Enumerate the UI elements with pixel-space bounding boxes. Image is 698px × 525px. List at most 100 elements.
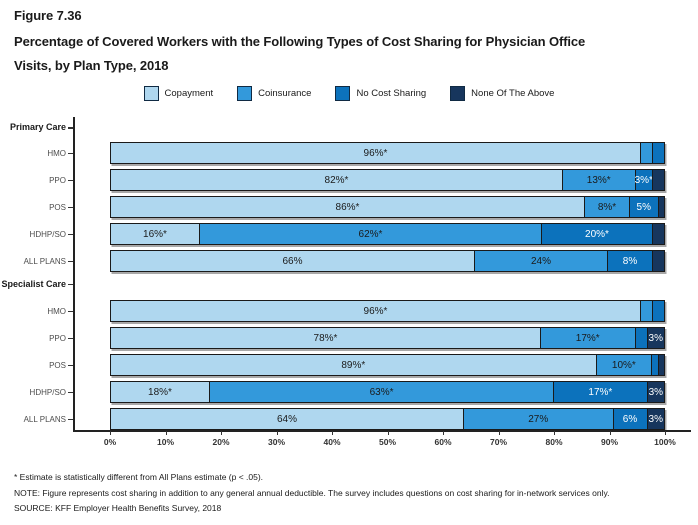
bar-value-label: 10%* <box>611 359 636 371</box>
bar-value-label: 20%* <box>585 228 609 240</box>
bar-segment-no-cost-sharing: 17%* <box>553 382 647 402</box>
y-axis-tick <box>68 337 74 339</box>
y-axis-tick <box>68 283 74 285</box>
x-axis-tick <box>110 431 111 435</box>
legend-item-coinsurance: Coinsurance <box>237 86 311 101</box>
bar-value-label: 16%* <box>143 228 167 240</box>
footnotes: * Estimate is statistically different fr… <box>0 470 698 517</box>
y-axis-tick <box>68 418 74 420</box>
x-axis-tick-label: 80% <box>545 437 563 447</box>
bar-segment-coinsurance <box>639 143 652 163</box>
bar-value-label: 78%* <box>313 332 338 344</box>
bar-value-label: 66% <box>282 255 303 267</box>
bar-segment-no-cost-sharing <box>651 355 658 375</box>
bar-row: HDHP/SO 18%* 63%* 17%* 3% <box>0 376 698 403</box>
stacked-bar: 66% 24% 8% <box>110 250 665 272</box>
plan-label: PPO <box>49 334 66 343</box>
bar-segment-copayment: 64% <box>111 409 463 429</box>
bar-segment-no-cost-sharing: 8% <box>607 251 652 271</box>
figure-number-label: Figure 7.36 <box>14 8 82 23</box>
x-axis-tick-label: 30% <box>267 437 286 447</box>
plan-label: ALL PLANS <box>23 415 66 424</box>
bar-value-label: 63%* <box>369 386 394 398</box>
legend-item-copayment: Copayment <box>143 86 213 101</box>
bar-value-label: 3%* <box>634 174 653 186</box>
bar-value-label: 86%* <box>335 201 360 213</box>
bar-segment-coinsurance: 10%* <box>595 355 652 375</box>
bar-segment-copayment: 89%* <box>111 355 596 375</box>
bar-segment-copayment: 16%* <box>111 224 199 244</box>
bar-value-label: 3% <box>648 332 663 344</box>
footnote-estimate: * Estimate is statistically different fr… <box>14 472 264 482</box>
section-label: Specialist Care <box>1 278 66 289</box>
section-row: Specialist Care <box>0 272 698 295</box>
plan-label: POS <box>49 361 66 370</box>
bar-segment-coinsurance: 13%* <box>562 170 635 190</box>
stacked-bar: 96%* <box>110 142 665 164</box>
bar-value-label: 96%* <box>363 305 388 317</box>
section-label: Primary Care <box>9 122 66 132</box>
x-axis: 0% 10% 20% 30% 40% 50% 60% 70% 80% 90% 100% <box>0 430 698 452</box>
bar-segment-coinsurance: 62%* <box>199 224 541 244</box>
bar-segment-coinsurance: 63%* <box>209 382 554 402</box>
y-axis-tick <box>68 233 74 235</box>
plan-label: HMO <box>47 307 66 316</box>
bar-segment-none-of-the-above: 3% <box>646 409 664 429</box>
stacked-bar: 89%* 10%* <box>110 354 665 376</box>
bar-segment-copayment: 96%* <box>111 143 640 163</box>
section-row: Primary Care <box>0 117 698 137</box>
bar-segment-copayment: 66% <box>111 251 474 271</box>
x-axis-tick-label: 40% <box>323 437 341 447</box>
stacked-bar: 96%* <box>110 300 665 322</box>
bar-segment-coinsurance: 24% <box>474 251 607 271</box>
bar-row: PPO 78%* 17%* 3% <box>0 322 698 349</box>
bar-segment-no-cost-sharing: 5% <box>629 197 658 217</box>
header: Figure 7.36 Percentage of Covered Worker… <box>0 0 698 78</box>
y-axis-tick <box>68 364 74 366</box>
bar-value-label: 24% <box>530 255 551 267</box>
bar-segment-copayment: 96%* <box>111 301 640 321</box>
bar-segment-coinsurance: 17%* <box>540 328 635 348</box>
bar-value-label: 5% <box>636 201 651 213</box>
bar-segment-none-of-the-above <box>657 355 665 375</box>
bar-segment-none-of-the-above <box>652 224 664 244</box>
copayment-swatch <box>143 86 159 101</box>
bar-value-label: 17%* <box>588 386 613 398</box>
stacked-bar: 16%* 62%* 20%* <box>110 223 665 245</box>
x-axis-tick <box>165 431 167 435</box>
plan-label: POS <box>49 203 66 212</box>
bar-row: HMO 96%* <box>0 137 698 164</box>
bar-segment-no-cost-sharing: 3%* <box>634 170 653 190</box>
bar-segment-no-cost-sharing <box>651 143 664 163</box>
y-axis-tick <box>68 152 74 154</box>
bar-segment-copayment: 78%* <box>111 328 540 348</box>
x-axis-tick <box>554 431 555 435</box>
footnote-note: NOTE: Figure represents cost sharing in … <box>14 487 610 498</box>
stacked-bar: 78%* 17%* 3% <box>110 327 665 349</box>
bar-value-label: 13%* <box>586 174 611 186</box>
x-axis-tick-label: 50% <box>378 437 397 447</box>
bar-segment-coinsurance: 8%* <box>584 197 629 217</box>
y-axis-tick <box>68 206 74 208</box>
bar-segment-coinsurance: 27% <box>463 409 613 429</box>
y-axis-tick <box>68 179 74 181</box>
x-axis-tick <box>609 431 611 435</box>
bar-segment-no-cost-sharing: 6% <box>612 409 647 429</box>
x-axis-tick <box>221 431 222 435</box>
chart-title: Percentage of Covered Workers with the F… <box>14 34 586 73</box>
stacked-bar: 86%* 8%* 5% <box>110 196 665 218</box>
bar-segment-none-of-the-above <box>652 170 664 190</box>
bar-segment-none-of-the-above <box>657 197 664 217</box>
x-axis-tick-label: 90% <box>600 437 619 447</box>
bar-segment-none-of-the-above: 3% <box>646 382 664 402</box>
y-axis-tick <box>68 310 74 312</box>
bar-value-label: 8% <box>622 255 638 267</box>
bar-row: ALL PLANS 64% 27% 6% 3% <box>0 403 698 430</box>
bar-segment-copayment: 18%* <box>111 382 210 402</box>
chart-rows: Primary Care HMO 96%* PPO 82%* 13%* 3%* POS 86%*… <box>0 117 698 430</box>
bar-row: PPO 82%* 13%* 3%* <box>0 164 698 191</box>
bar-value-label: 27% <box>528 413 549 425</box>
x-axis-tick <box>443 431 444 435</box>
bar-value-label: 62%* <box>358 228 383 240</box>
stacked-bar: 18%* 63%* 17%* 3% <box>110 381 665 403</box>
